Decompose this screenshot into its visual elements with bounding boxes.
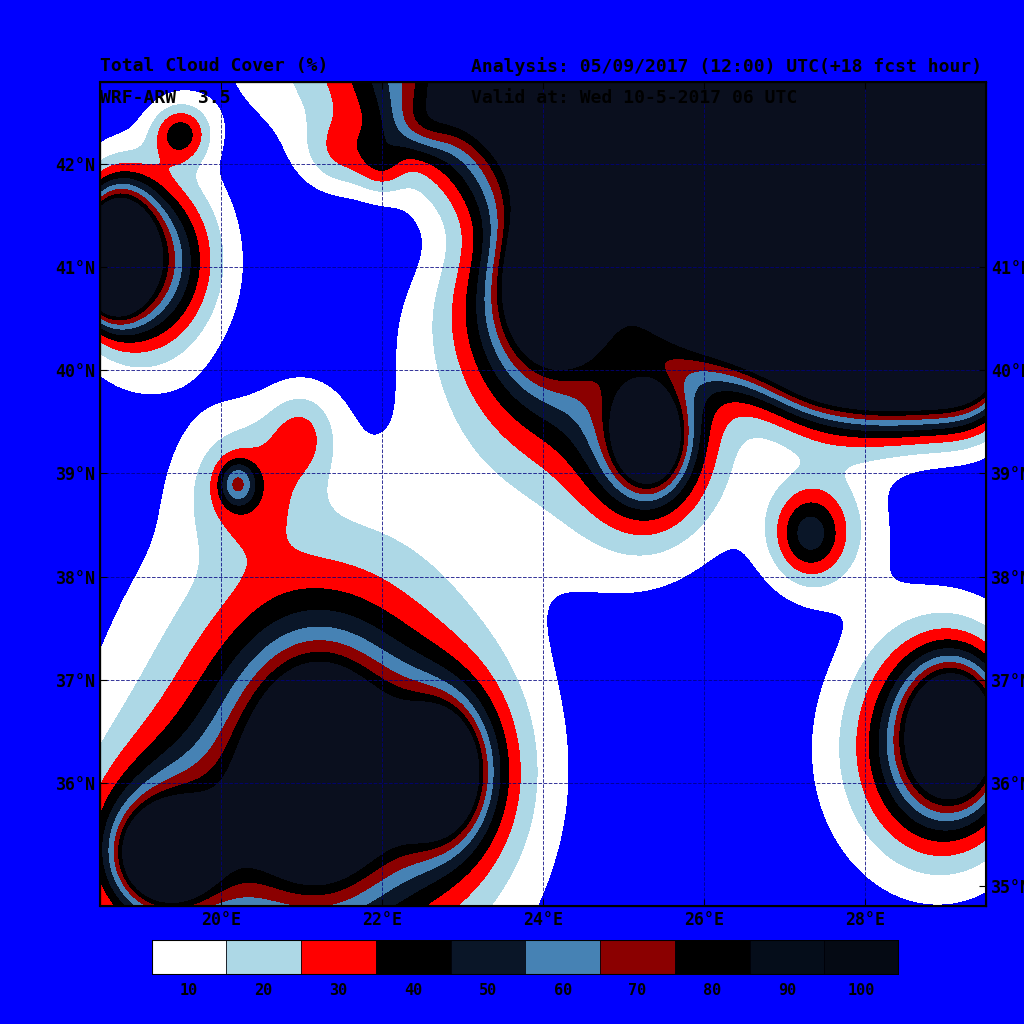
Bar (525, 940, 600, 975)
Bar (152, 940, 226, 975)
Text: Analysis: 05/09/2017 (12:00) UTC(+18 fcst hour): Analysis: 05/09/2017 (12:00) UTC(+18 fcs… (471, 57, 982, 77)
Text: Total Cloud Cover (%): Total Cloud Cover (%) (100, 57, 329, 76)
Bar (451, 940, 525, 975)
Text: 80: 80 (703, 983, 721, 998)
Bar (376, 940, 451, 975)
Text: 70: 70 (629, 983, 646, 998)
Bar (824, 940, 899, 975)
Bar (600, 940, 675, 975)
Text: 20: 20 (255, 983, 272, 998)
Text: 60: 60 (554, 983, 571, 998)
Text: 40: 40 (404, 983, 422, 998)
Bar (301, 940, 376, 975)
Text: 10: 10 (180, 983, 198, 998)
Text: WRF-ARW  3.5: WRF-ARW 3.5 (100, 89, 230, 108)
Bar (675, 940, 750, 975)
Text: Valid at: Wed 10-5-2017 06 UTC: Valid at: Wed 10-5-2017 06 UTC (471, 89, 798, 108)
Text: 90: 90 (778, 983, 796, 998)
Bar (226, 940, 301, 975)
Text: 30: 30 (330, 983, 347, 998)
Text: 100: 100 (848, 983, 876, 998)
Text: 50: 50 (479, 983, 497, 998)
Bar (750, 940, 824, 975)
